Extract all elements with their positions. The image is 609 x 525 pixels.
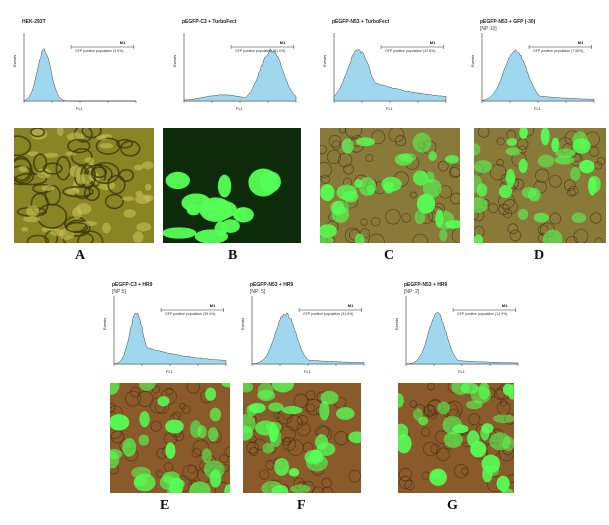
x-axis-label: FL1 xyxy=(386,106,393,111)
panel-letter: D xyxy=(534,248,545,263)
panel-letter: B xyxy=(228,248,238,263)
micrograph-d xyxy=(474,128,606,243)
micrograph-g xyxy=(398,383,514,493)
y-axis-label: Events xyxy=(102,317,107,330)
histogram-plot xyxy=(405,296,519,366)
y-axis-label: Events xyxy=(470,54,475,67)
gate-marker: M1 xyxy=(429,40,436,45)
gate-label: GFP positive population (31.5%) xyxy=(303,312,354,316)
histogram-a: HEK-293T Events M1 GFP positive population … xyxy=(10,5,145,115)
histogram-subtitle: [NP:10] xyxy=(480,26,497,32)
histogram-subtitle: [NP:5] xyxy=(112,289,126,295)
gate-marker: M1 xyxy=(209,303,216,308)
gate-marker: M1 xyxy=(119,40,126,45)
histogram-title: pEGFP-N53 + HR9 xyxy=(250,282,294,288)
x-axis-label: FL1 xyxy=(534,106,541,111)
y-axis-label: Events xyxy=(394,317,399,330)
histogram-e: pEGFP-C3 + HR9 [NP:5] Events M1 GFP positive… xyxy=(100,268,235,378)
micrograph-e xyxy=(110,383,230,493)
y-axis-label: Events xyxy=(12,54,17,67)
panel-letter: F xyxy=(297,498,306,513)
histogram-title: pEGFP-N53 + GFP (-30) xyxy=(480,19,536,25)
gate-label: GFP positive population (3.5%) xyxy=(75,49,124,53)
histogram-f: pEGFP-N53 + HR9 [NP: 5] Events M1 GFP positi… xyxy=(238,268,373,378)
gate-label: GFP positive population (14.9%) xyxy=(457,312,508,316)
histogram-title: pEGFP-N53 + TurboFect xyxy=(332,19,390,25)
x-axis-label: FL1 xyxy=(166,369,173,374)
histogram-subtitle: [NP: 5] xyxy=(250,289,266,295)
x-axis-label: FL1 xyxy=(236,106,243,111)
micrograph-c xyxy=(320,128,460,243)
y-axis-label: Events xyxy=(322,54,327,67)
histogram-d: pEGFP-N53 + GFP (-30) [NP:10] Events M1 GFP … xyxy=(468,5,603,115)
gate-label: GFP positive population (91.0%) xyxy=(235,49,286,53)
x-axis-label: FL1 xyxy=(304,369,311,374)
y-axis-label: Events xyxy=(240,317,245,330)
histogram-title: pEGFP-C3 + HR9 xyxy=(112,282,153,288)
micrograph-a xyxy=(14,128,154,243)
micrograph-b xyxy=(163,128,301,243)
histogram-title: HEK-293T xyxy=(22,19,46,25)
x-axis-label: FL1 xyxy=(458,369,465,374)
histogram-plot xyxy=(333,33,447,103)
gate-marker: M1 xyxy=(279,40,286,45)
gate-label: GFP positive population (7.56%) xyxy=(533,49,584,53)
histogram-g: pEGFP-N53 + HR9 [NP: 2] Events M1 GFP positi… xyxy=(392,268,527,378)
panel-letter: G xyxy=(447,498,458,513)
histogram-plot xyxy=(481,33,595,103)
histogram-plot xyxy=(113,296,227,366)
panel-letter: E xyxy=(160,498,170,513)
histogram-plot xyxy=(23,33,137,103)
histogram-plot xyxy=(251,296,365,366)
gate-label: GFP positive population (42.8%) xyxy=(385,49,436,53)
x-axis-label: FL1 xyxy=(76,106,83,111)
histogram-c: pEGFP-N53 + TurboFect Events M1 GFP positiv… xyxy=(320,5,455,115)
histogram-title: pEGFP-C3 + TurboFect xyxy=(182,19,237,25)
y-axis-label: Events xyxy=(172,54,177,67)
histogram-plot xyxy=(183,33,297,103)
micrograph-f xyxy=(243,383,361,493)
gate-marker: M1 xyxy=(347,303,354,308)
histogram-b: pEGFP-C3 + TurboFect Events M1 GFP positive… xyxy=(170,5,305,115)
gate-marker: M1 xyxy=(577,40,584,45)
histogram-subtitle: [NP: 2] xyxy=(404,289,420,295)
histogram-title: pEGFP-N53 + HR9 xyxy=(404,282,448,288)
panel-letter: A xyxy=(75,248,86,263)
panel-letter: C xyxy=(384,248,395,263)
gate-marker: M1 xyxy=(501,303,508,308)
gate-label: GFP positive population (35.4%) xyxy=(165,312,216,316)
